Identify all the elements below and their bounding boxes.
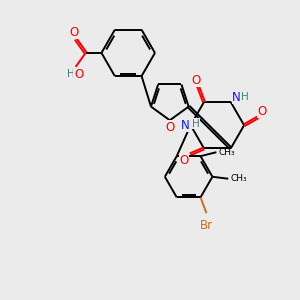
- Text: Br: Br: [200, 219, 213, 232]
- Text: O: O: [165, 121, 174, 134]
- Text: N: N: [232, 91, 241, 103]
- Text: CH₃: CH₃: [230, 174, 247, 183]
- Text: O: O: [257, 105, 267, 118]
- Text: H: H: [241, 92, 248, 102]
- Text: CH₃: CH₃: [218, 148, 235, 157]
- Text: N: N: [181, 119, 190, 132]
- Text: O: O: [74, 68, 83, 81]
- Text: H: H: [192, 118, 200, 128]
- Text: O: O: [180, 154, 189, 167]
- Text: O: O: [69, 26, 78, 39]
- Text: O: O: [191, 74, 201, 87]
- Text: H: H: [67, 69, 75, 79]
